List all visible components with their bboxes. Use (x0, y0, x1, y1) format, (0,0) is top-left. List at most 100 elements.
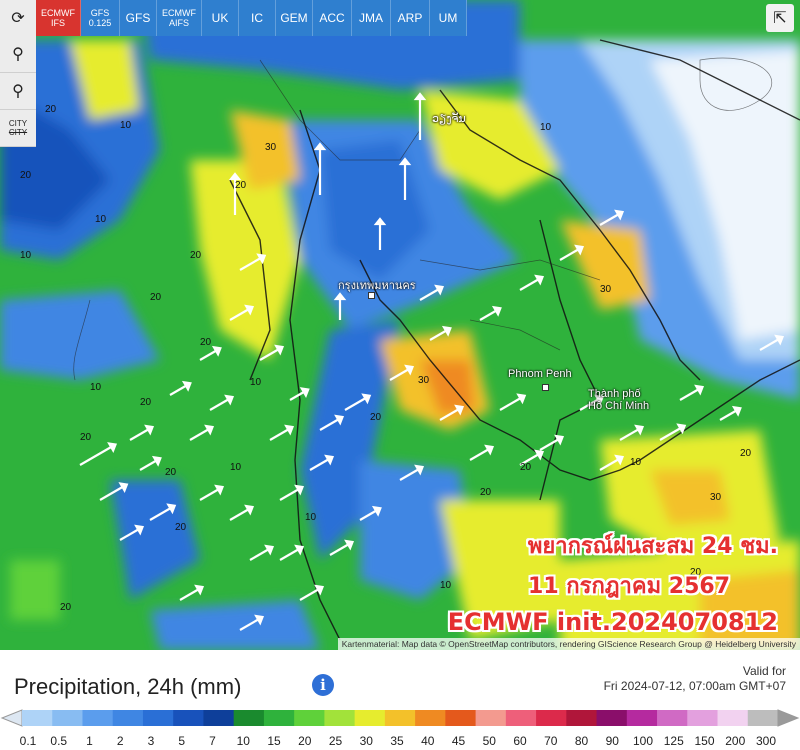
wind-arrow (209, 394, 235, 411)
scale-swatch (717, 710, 749, 726)
contour-value: 20 (740, 448, 752, 459)
scale-swatch (82, 710, 114, 726)
location-button[interactable]: ⚲ (0, 36, 36, 73)
contour-value: 30 (600, 284, 612, 295)
city-toggle[interactable]: CITY CITY (0, 110, 36, 147)
city-toggle-label: CITY (8, 119, 28, 128)
city-toggle-label-struck: CITY (8, 128, 28, 137)
wind-arrow (539, 434, 565, 451)
scale-swatch (354, 710, 386, 726)
scale-tick: 300 (755, 734, 777, 748)
wind-arrow (359, 505, 382, 521)
wind-arrow (519, 449, 545, 466)
model-tab-gem[interactable]: GEM (276, 0, 313, 36)
scale-tick: 10 (236, 734, 250, 748)
wind-arrow (239, 253, 267, 271)
scale-swatch (22, 710, 53, 726)
wind-arrow (269, 424, 295, 441)
scale-tick: 2 (116, 734, 124, 748)
scale-swatch (112, 710, 144, 726)
scale-tick: 5 (178, 734, 186, 748)
wind-arrow (389, 364, 415, 381)
wind-arrow (299, 584, 325, 601)
share-button[interactable]: ⇱ (766, 4, 794, 32)
scale-tick: 100 (632, 734, 654, 748)
scale-ticks: 0.1 0.5 1 2 3 5 7 10 15 20 25 30 35 40 45 50 60 70 80 90 100… (0, 734, 800, 748)
scale-swatch (384, 710, 416, 726)
scale-swatch (747, 710, 779, 726)
wind-arrow (413, 92, 427, 140)
contour-value: 20 (520, 462, 532, 473)
wind-arrow (289, 387, 310, 401)
contour-value: 20 (370, 412, 382, 423)
scale-swatch (626, 710, 658, 726)
share-icon: ⇱ (773, 10, 787, 27)
model-selector: ECMWF IFS GFS 0.125 GFS ECMWF AIFS UK IC GEM ACC JM… (36, 0, 467, 36)
contour-value: 20 (80, 432, 92, 443)
model-tab-acc[interactable]: ACC (313, 0, 352, 36)
overlay-line2: 11 กรกฎาคม 2567 (528, 574, 730, 599)
wind-arrow (199, 345, 222, 361)
scale-tick: 25 (328, 734, 343, 748)
map-tools: ⚲ ⚲ CITY CITY (0, 36, 36, 147)
scale-tick: 20 (298, 734, 312, 748)
wind-arrow (619, 424, 645, 441)
bangkok-dot (368, 292, 375, 299)
bangkok-label: กรุงเทพมหานคร (338, 280, 416, 292)
model-tab-gfs-0-125[interactable]: GFS 0.125 (81, 0, 120, 36)
contour-value: 20 (200, 337, 212, 348)
scale-tick: 0.1 (19, 734, 37, 748)
map-attribution: Kartenmaterial: Map data © OpenStreetMap… (337, 638, 800, 650)
scale-tick: 90 (605, 734, 619, 748)
scale-swatch (203, 710, 235, 726)
wind-arrow (309, 454, 335, 471)
contour-labels: 20 10 20 20 10 30 20 10 10 20 20 20 10 20 30 30 20 20 10 10… (20, 104, 752, 613)
scale-tick: 40 (421, 734, 435, 748)
contour-value: 20 (190, 250, 202, 261)
scale-tick: 15 (267, 734, 281, 748)
wind-arrow (679, 384, 705, 401)
contour-value: 20 (480, 487, 492, 498)
scale-swatch (505, 710, 537, 726)
scale-swatch (687, 710, 719, 726)
contour-value: 10 (90, 382, 102, 393)
wind-arrow (228, 172, 242, 215)
zoom-button[interactable]: ⚲ (0, 73, 36, 110)
wind-arrow (398, 157, 412, 200)
vientiane-label: ວຽງຈັນ (432, 113, 466, 125)
model-tab-gfs[interactable]: GFS (120, 0, 157, 36)
scale-swatch (142, 710, 174, 726)
valid-label: Valid for (742, 664, 786, 678)
model-tab-uk[interactable]: UK (202, 0, 239, 36)
contour-value: 10 (95, 214, 107, 225)
contour-value: 20 (690, 567, 702, 578)
refresh-button[interactable]: ⟳ (0, 0, 36, 37)
model-tab-ecmwf-aifs[interactable]: ECMWF AIFS (157, 0, 202, 36)
model-tab-um[interactable]: UM (430, 0, 467, 36)
model-tab-ic[interactable]: IC (239, 0, 276, 36)
wind-arrow (599, 454, 625, 471)
scale-right-arrow (777, 709, 800, 727)
info-icon[interactable]: i (312, 674, 334, 696)
scale-tick: 80 (574, 734, 589, 748)
wind-arrows (79, 92, 785, 631)
scale-swatch (173, 710, 204, 726)
phnom-penh-label: Phnom Penh (508, 368, 572, 380)
wind-arrow (499, 393, 527, 411)
model-tab-arp[interactable]: ARP (391, 0, 430, 36)
contour-value: 30 (265, 142, 277, 153)
wind-arrow (79, 442, 118, 466)
model-tab-ecmwf-ifs[interactable]: ECMWF IFS (36, 0, 81, 36)
contour-value: 20 (235, 180, 247, 191)
scale-swatch (324, 710, 356, 726)
scale-swatch (294, 710, 325, 726)
scale-tick: 150 (694, 734, 715, 748)
wind-arrow (429, 325, 452, 341)
scale-tick: 1 (86, 734, 93, 748)
contour-value: 30 (710, 492, 722, 503)
model-tab-jma[interactable]: JMA (352, 0, 391, 36)
scale-swatch (536, 710, 567, 726)
scale-swatch (596, 710, 628, 726)
wind-arrow (259, 344, 285, 361)
precipitation-map[interactable]: 20 10 20 20 10 30 20 10 10 20 20 20 10 20 30 30 20 20 10 10… (0, 0, 800, 650)
